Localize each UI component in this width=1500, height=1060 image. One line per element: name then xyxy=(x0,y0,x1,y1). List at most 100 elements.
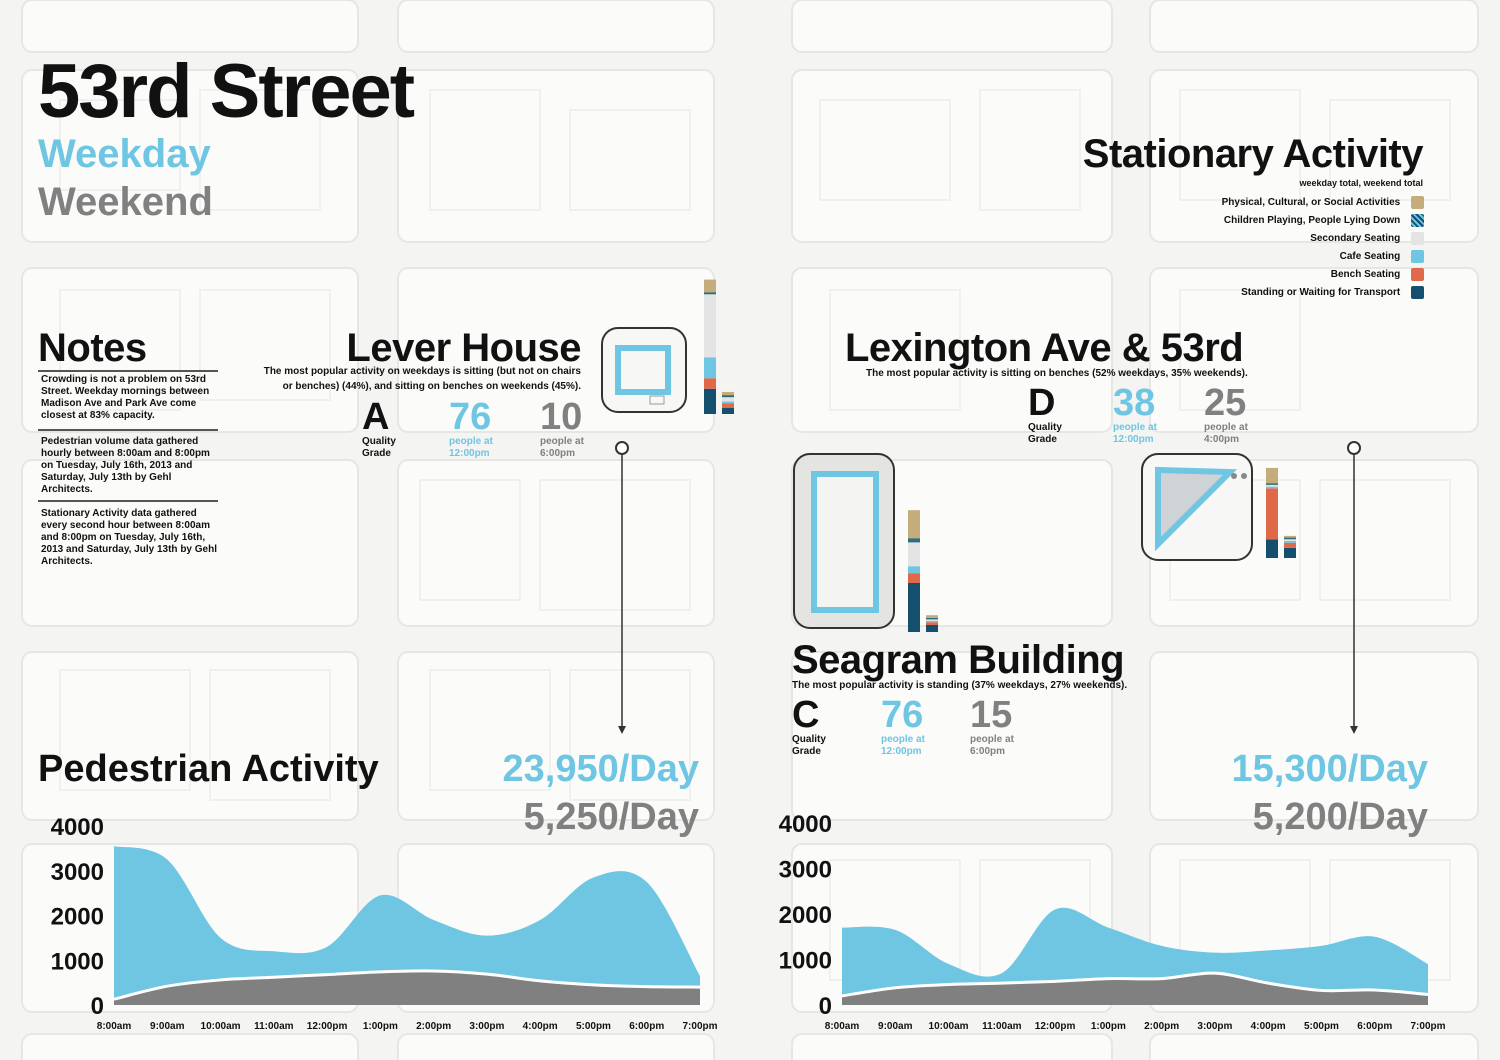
notes-rule xyxy=(38,500,218,502)
bar-segment-bench xyxy=(1284,542,1296,548)
bar-segment-bench xyxy=(722,403,734,408)
lexington-weekday-count: 38 people at 12:00pm xyxy=(1113,382,1157,445)
seagram-desc: The most popular activity is standing (3… xyxy=(792,680,1128,691)
right-weekend-total: 5,200/Day xyxy=(1252,796,1428,838)
x-tick-label: 12:00pm xyxy=(1035,1021,1076,1032)
seagram-site-plan xyxy=(793,453,895,629)
x-tick-label: 2:00pm xyxy=(1144,1021,1179,1032)
note-2: Pedestrian volume data gathered hourly b… xyxy=(41,436,210,495)
bar-segment-secondary xyxy=(908,542,920,567)
bar-segment-cafe xyxy=(926,620,938,623)
bar-segment-cafe xyxy=(704,357,716,379)
page-title: 53rd Street xyxy=(38,49,415,134)
bar-segment-children xyxy=(1284,537,1296,540)
seagram-weekday-count: 76 people at 12:00pm xyxy=(881,694,925,757)
y-tick-label: 4000 xyxy=(779,811,832,838)
lexington-grade: D Quality Grade xyxy=(1028,382,1062,445)
legend-item-children: Children Playing, People Lying Down xyxy=(1222,212,1424,230)
lever-house-site-plan xyxy=(601,327,687,413)
legend-item-physical: Physical, Cultural, or Social Activities xyxy=(1222,194,1424,212)
swatch-standing xyxy=(1411,285,1424,299)
swatch-bench xyxy=(1411,267,1424,281)
swatch-children xyxy=(1411,213,1424,227)
x-tick-label: 3:00pm xyxy=(1197,1021,1232,1032)
bar-segment-physical xyxy=(1284,535,1296,538)
pedestrian-chart-right: 0 1000 2000 3000 4000 8:00am 9:00am 10:00am 11:0… xyxy=(779,811,1446,1032)
y-tick-label: 2000 xyxy=(779,902,832,929)
lexington-weekend-count: 25 people at 4:00pm xyxy=(1204,382,1248,445)
lexington-connector xyxy=(1347,441,1361,734)
bar-segment-bench xyxy=(1266,488,1278,540)
bar-segment-physical xyxy=(926,615,938,618)
note-1: Crowding is not a problem on 53rd Street… xyxy=(41,374,210,421)
y-tick-label: 1000 xyxy=(779,948,832,975)
bar-segment-standing xyxy=(1284,547,1296,558)
bar-segment-bench xyxy=(926,622,938,625)
bar-segment-physical xyxy=(722,391,734,396)
x-tick-label: 11:00am xyxy=(254,1021,294,1032)
bar-segment-standing xyxy=(722,407,734,414)
lever-house-desc: The most popular activity on weekdays is… xyxy=(263,366,581,392)
bar-segment-standing xyxy=(926,625,938,632)
pedestrian-chart-left: 0 1000 2000 3000 4000 8:00am 9:00am 10:00am 11:0… xyxy=(51,814,718,1032)
bar-segment-cafe xyxy=(908,566,920,574)
x-tick-label: 3:00pm xyxy=(469,1021,504,1032)
bar-segment-secondary xyxy=(926,619,938,621)
seagram-weekend-count: 15 people at 6:00pm xyxy=(970,694,1014,757)
seagram-title: Seagram Building xyxy=(792,638,1125,682)
bar-segment-bench xyxy=(704,378,716,389)
x-tick-label: 7:00pm xyxy=(682,1021,717,1032)
x-tick-label: 5:00pm xyxy=(576,1021,611,1032)
x-tick-label: 4:00pm xyxy=(1251,1021,1286,1032)
bar-group-seagram xyxy=(908,510,938,632)
bar-segment-secondary xyxy=(1284,539,1296,541)
bar-segment-secondary xyxy=(722,397,734,402)
lexington-desc: The most popular activity is sitting on … xyxy=(866,368,1248,379)
stationary-title: Stationary Activity xyxy=(1082,132,1424,176)
bar-group-lever xyxy=(704,279,734,414)
x-tick-label: 8:00am xyxy=(825,1021,860,1032)
x-tick-label: 9:00am xyxy=(150,1021,185,1032)
lever-connector xyxy=(615,441,629,734)
notes-rule xyxy=(38,429,218,431)
bar-segment-children xyxy=(722,395,734,398)
right-weekday-total: 15,300/Day xyxy=(1231,748,1429,790)
x-tick-label: 11:00am xyxy=(982,1021,1022,1032)
area-weekend xyxy=(114,970,700,1005)
lever-house-stationary-bars xyxy=(704,279,734,414)
legend-item-secondary: Secondary Seating xyxy=(1222,230,1424,248)
x-tick-label: 8:00am xyxy=(97,1021,132,1032)
y-tick-label: 4000 xyxy=(51,814,104,841)
lever-house-grade: A Quality Grade xyxy=(362,396,396,459)
stationary-legend: Physical, Cultural, or Social Activities… xyxy=(1222,194,1424,302)
x-tick-label: 7:00pm xyxy=(1410,1021,1445,1032)
x-tick-label: 4:00pm xyxy=(523,1021,558,1032)
notes-rule xyxy=(38,370,218,372)
y-tick-label: 2000 xyxy=(51,904,104,931)
y-tick-label: 1000 xyxy=(51,948,104,975)
y-tick-label: 0 xyxy=(819,993,832,1020)
swatch-physical xyxy=(1411,195,1424,209)
x-tick-label: 9:00am xyxy=(878,1021,913,1032)
x-tick-label: 6:00pm xyxy=(629,1021,664,1032)
area-weekend xyxy=(842,973,1428,1005)
bar-segment-standing xyxy=(1266,539,1278,558)
bar-segment-cafe xyxy=(722,401,734,404)
left-weekday-total: 23,950/Day xyxy=(502,748,700,790)
bar-segment-physical xyxy=(704,279,716,293)
weekend-line xyxy=(841,971,1429,998)
note-3: Stationary Activity data gathered every … xyxy=(41,508,217,567)
area-weekday xyxy=(842,907,1428,1005)
x-tick-label: 10:00am xyxy=(201,1021,241,1032)
x-tick-label: 6:00pm xyxy=(1357,1021,1392,1032)
bar-segment-secondary xyxy=(704,294,716,358)
x-tick-label: 10:00am xyxy=(929,1021,969,1032)
y-tick-label: 3000 xyxy=(779,857,832,884)
legend-item-standing: Standing or Waiting for Transport xyxy=(1222,284,1424,302)
weekend-line xyxy=(113,969,701,1001)
legend-weekend: Weekend xyxy=(38,180,213,224)
bar-segment-children xyxy=(704,292,716,295)
bar-segment-children xyxy=(908,538,920,543)
lexington-stationary-bars xyxy=(1266,467,1296,558)
bar-segment-children xyxy=(1266,483,1278,485)
